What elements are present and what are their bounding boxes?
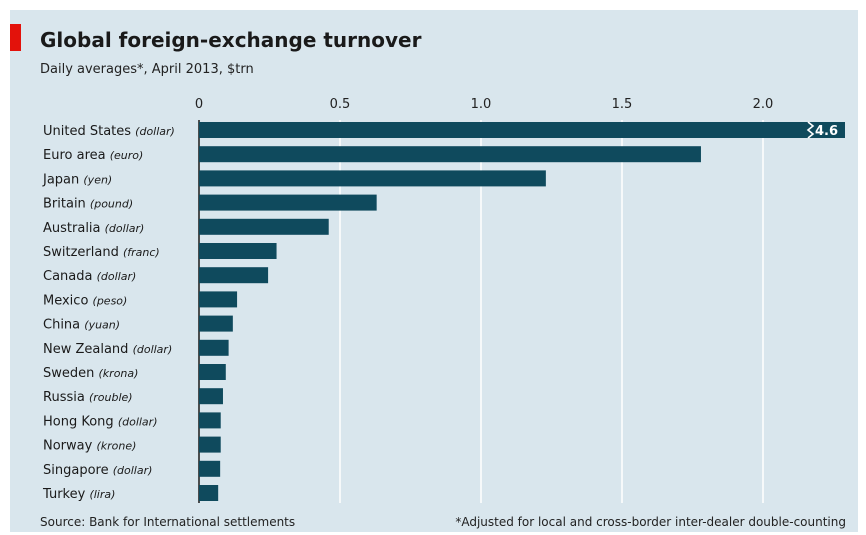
category-name: Euro area <box>43 148 110 163</box>
bar-6 <box>199 267 269 284</box>
currency-name: (dollar) <box>133 343 173 356</box>
bar-8 <box>199 315 233 332</box>
category-label-6: Canada (dollar) <box>43 269 136 284</box>
bar-0 <box>199 122 845 138</box>
category-label-11: Russia (rouble) <box>43 390 133 405</box>
category-label-0: United States (dollar) <box>43 124 175 139</box>
currency-name: (franc) <box>123 246 160 259</box>
category-label-1: Euro area (euro) <box>43 148 143 163</box>
x-tick-label-2: 1.0 <box>471 97 492 112</box>
category-label-12: Hong Kong (dollar) <box>43 414 157 429</box>
chart-subtitle: Daily averages*, April 2013, $trn <box>40 62 254 77</box>
bar-9 <box>199 339 229 356</box>
bar-3 <box>199 194 377 211</box>
category-name: New Zealand <box>43 342 133 357</box>
bar-10 <box>199 364 226 380</box>
currency-name: (krone) <box>96 440 136 453</box>
category-label-15: Turkey (lira) <box>42 487 115 502</box>
category-label-10: Sweden (krona) <box>43 366 138 381</box>
category-name: Britain <box>43 197 90 212</box>
category-name: Hong Kong <box>43 414 118 429</box>
currency-name: (pound) <box>90 198 133 211</box>
bar-5 <box>199 243 277 259</box>
currency-name: (lira) <box>89 488 115 501</box>
source-note: Source: Bank for International settlemen… <box>40 515 296 529</box>
bar-13 <box>199 436 221 453</box>
bar-14 <box>199 460 221 477</box>
currency-name: (yen) <box>83 173 112 186</box>
currency-name: (dollar) <box>105 222 145 235</box>
x-tick-label-0: 0 <box>195 97 203 112</box>
bar-4 <box>199 218 329 235</box>
category-name: Sweden <box>43 366 99 381</box>
bar-12 <box>199 412 221 429</box>
category-label-3: Britain (pound) <box>43 197 133 212</box>
category-name: Canada <box>43 269 97 284</box>
currency-name: (euro) <box>110 149 144 162</box>
currency-name: (yuan) <box>84 319 120 332</box>
category-name: Australia <box>43 221 105 236</box>
currency-name: (peso) <box>93 294 128 307</box>
category-label-5: Switzerland (franc) <box>43 245 160 260</box>
bar-2 <box>199 170 546 187</box>
brand-tag <box>10 24 21 51</box>
chart-panel <box>10 10 858 532</box>
category-label-8: China (yuan) <box>43 318 120 333</box>
category-label-13: Norway (krone) <box>43 439 136 454</box>
category-name: China <box>43 318 84 333</box>
category-name: Japan <box>42 172 83 187</box>
currency-name: (dollar) <box>97 270 137 283</box>
category-label-4: Australia (dollar) <box>43 221 144 236</box>
bar-15 <box>199 485 219 501</box>
category-name: Russia <box>43 390 89 405</box>
axis-break-mark <box>806 121 815 139</box>
category-label-14: Singapore (dollar) <box>43 463 152 478</box>
footnote: *Adjusted for local and cross-border int… <box>455 515 846 529</box>
x-tick-label-3: 1.5 <box>612 97 633 112</box>
chart-title: Global foreign-exchange turnover <box>40 28 422 52</box>
bar-7 <box>199 291 238 308</box>
currency-name: (dollar) <box>113 464 153 477</box>
currency-name: (rouble) <box>89 391 133 404</box>
category-name: Turkey <box>42 487 89 502</box>
category-name: Switzerland <box>43 245 123 260</box>
bar-11 <box>199 388 223 405</box>
currency-name: (dollar) <box>135 125 175 138</box>
x-tick-label-1: 0.5 <box>330 97 351 112</box>
category-name: Mexico <box>43 293 93 308</box>
bar-value-label: 4.6 <box>815 124 838 139</box>
category-label-7: Mexico (peso) <box>43 293 127 308</box>
category-name: Norway <box>43 439 96 454</box>
currency-name: (dollar) <box>118 415 158 428</box>
category-name: Singapore <box>43 463 113 478</box>
category-label-2: Japan (yen) <box>42 172 112 187</box>
x-tick-label-4: 2.0 <box>753 97 774 112</box>
category-name: United States <box>43 124 135 139</box>
category-label-9: New Zealand (dollar) <box>43 342 172 357</box>
bar-1 <box>199 146 701 163</box>
currency-name: (krona) <box>99 367 139 380</box>
